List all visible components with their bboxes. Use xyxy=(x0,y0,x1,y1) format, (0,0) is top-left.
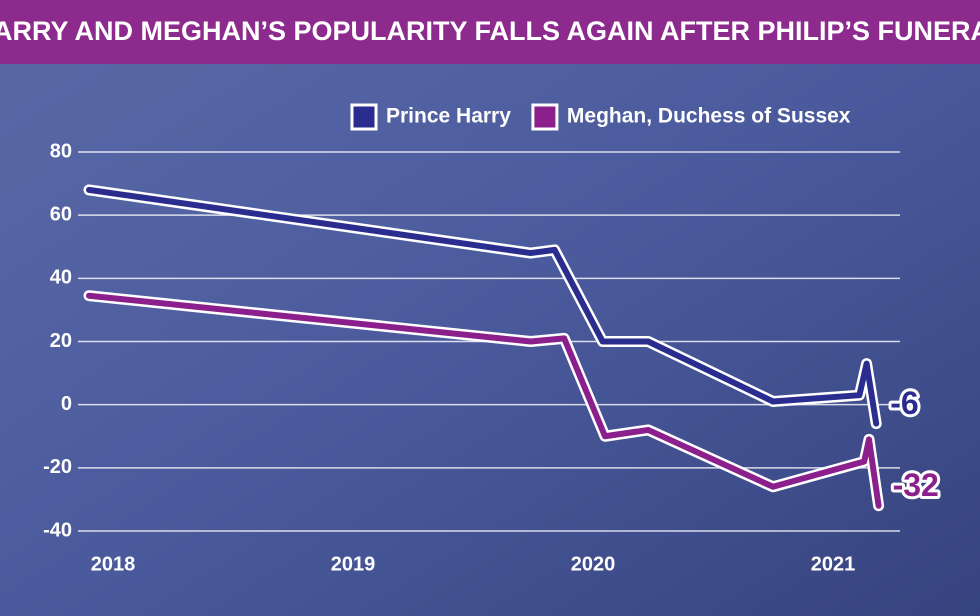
legend-label: Prince Harry xyxy=(386,105,511,128)
y-tick-label: 20 xyxy=(50,330,72,352)
y-tick-label: -20 xyxy=(43,456,72,478)
y-tick-label: 0 xyxy=(61,393,72,415)
legend-swatch xyxy=(350,103,378,131)
x-tick-label: 2021 xyxy=(811,553,856,575)
end-label-outline: -32 xyxy=(893,467,939,503)
y-tick-label: -40 xyxy=(43,519,72,541)
end-label: -6 xyxy=(890,385,918,421)
x-tick-label: 2019 xyxy=(331,553,376,575)
y-tick-label: 40 xyxy=(50,267,72,289)
legend-label: Meghan, Duchess of Sussex xyxy=(567,105,851,128)
chart-title: HARRY AND MEGHAN’S POPULARITY FALLS AGAI… xyxy=(0,16,980,46)
legend-swatch xyxy=(531,103,559,131)
y-tick-label: 60 xyxy=(50,203,72,225)
end-label-outline: -6 xyxy=(890,385,918,421)
end-label: -32 xyxy=(893,467,939,503)
line xyxy=(86,186,880,427)
x-tick-label: 2018 xyxy=(91,553,136,575)
title-bar xyxy=(0,0,980,64)
line xyxy=(86,292,882,509)
x-tick-label: 2020 xyxy=(571,553,616,575)
y-tick-label: 80 xyxy=(50,140,72,162)
